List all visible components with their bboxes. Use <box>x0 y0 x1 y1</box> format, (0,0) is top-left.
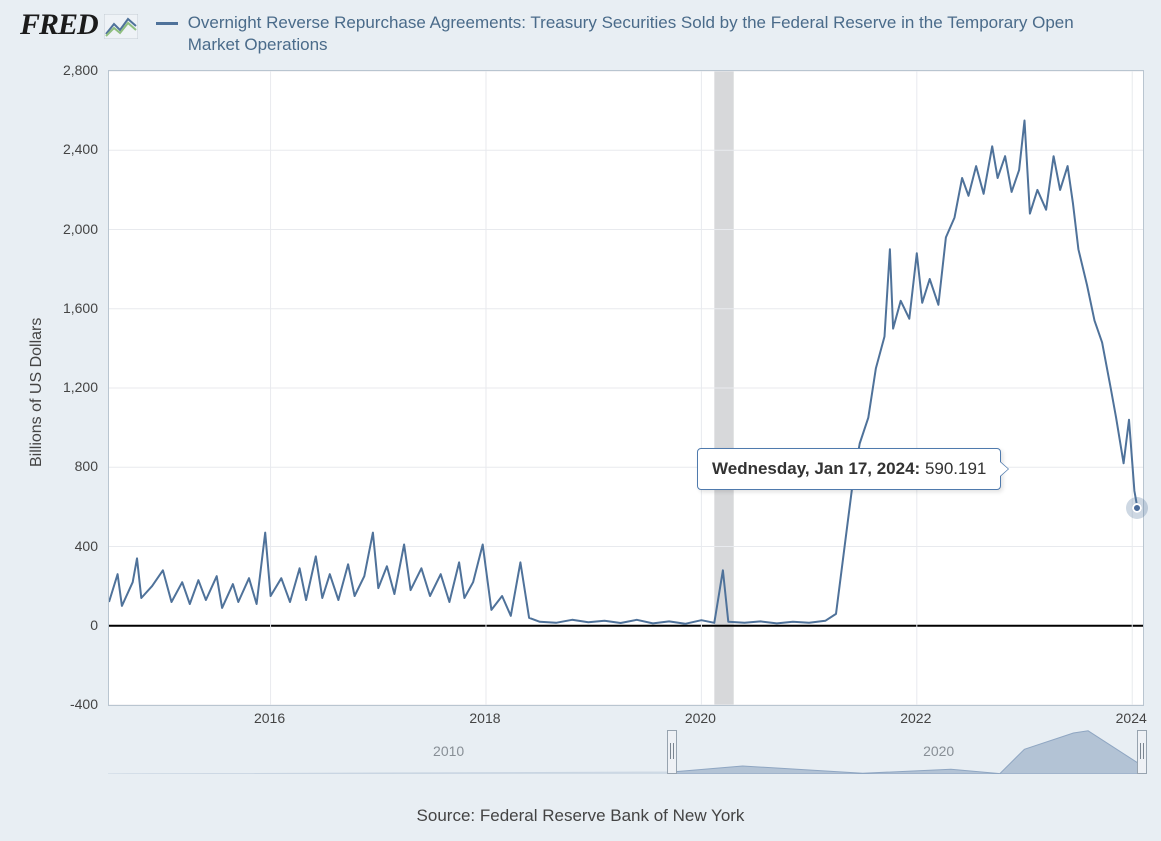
chart-plot-area[interactable] <box>108 70 1144 706</box>
range-tick: 2010 <box>433 743 464 759</box>
y-tick: 2,800 <box>38 62 98 78</box>
tooltip-date: Wednesday, Jan 17, 2024: <box>712 459 920 478</box>
y-tick: 1,600 <box>38 300 98 316</box>
x-tick: 2020 <box>675 710 725 726</box>
y-tick: -400 <box>38 696 98 712</box>
fred-logo-icon <box>104 14 138 39</box>
source-attribution: Source: Federal Reserve Bank of New York <box>0 806 1161 826</box>
range-selector[interactable] <box>108 730 1142 774</box>
legend-label: Overnight Reverse Repurchase Agreements:… <box>188 12 1088 56</box>
x-tick: 2018 <box>460 710 510 726</box>
legend[interactable]: Overnight Reverse Repurchase Agreements:… <box>156 12 1088 56</box>
hover-tooltip: Wednesday, Jan 17, 2024: 590.191 <box>697 448 1001 490</box>
y-tick: 800 <box>38 458 98 474</box>
chart-header: FRED Overnight Reverse Repurchase Agreem… <box>20 8 1141 56</box>
y-tick: 1,200 <box>38 379 98 395</box>
range-handle-right[interactable] <box>1137 730 1147 774</box>
y-tick: 400 <box>38 538 98 554</box>
last-point-marker <box>1126 497 1148 519</box>
y-tick: 0 <box>38 617 98 633</box>
y-tick: 2,000 <box>38 221 98 237</box>
x-tick: 2016 <box>245 710 295 726</box>
legend-swatch <box>156 22 178 25</box>
range-handle-left[interactable] <box>667 730 677 774</box>
y-tick: 2,400 <box>38 141 98 157</box>
x-tick: 2022 <box>891 710 941 726</box>
tooltip-value: 590.191 <box>925 459 986 478</box>
range-tick: 2020 <box>923 743 954 759</box>
x-tick: 2024 <box>1106 710 1156 726</box>
fred-logo-text: FRED <box>20 8 98 42</box>
fred-chart-page: FRED Overnight Reverse Repurchase Agreem… <box>0 0 1161 841</box>
